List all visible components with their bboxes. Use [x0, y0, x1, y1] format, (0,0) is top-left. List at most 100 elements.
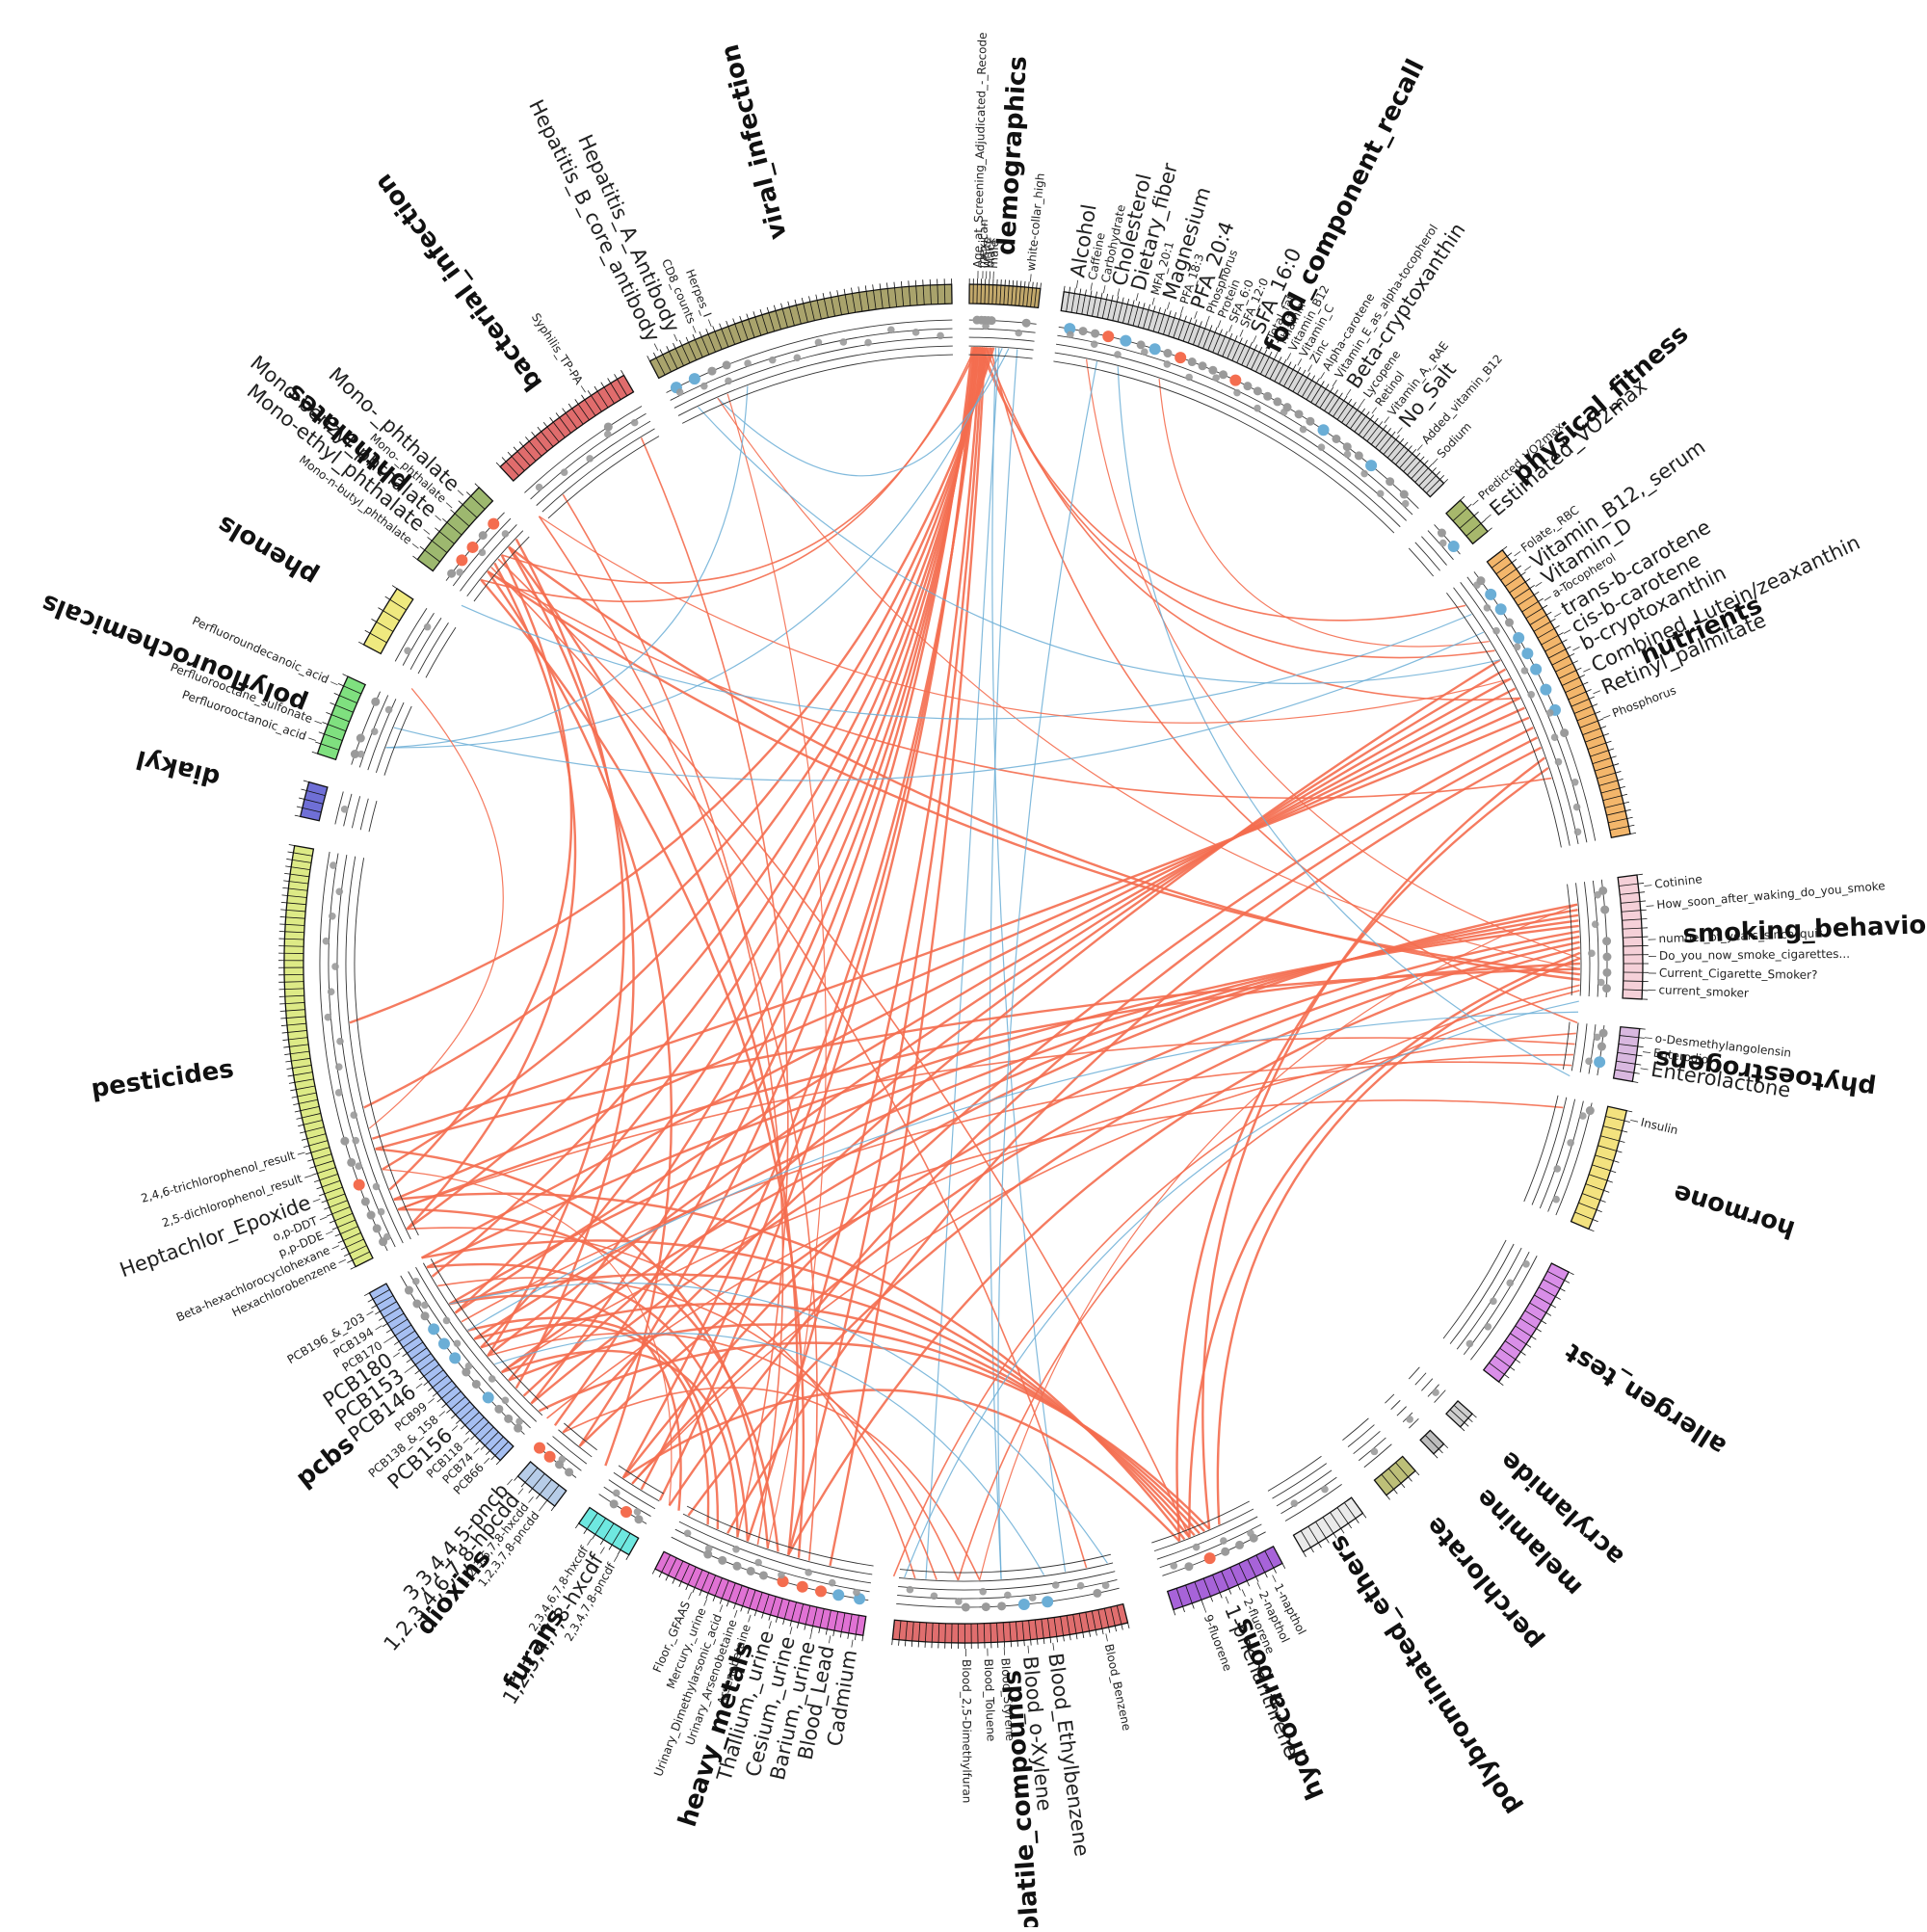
axis-tick: [450, 510, 454, 514]
axis-tick: [378, 608, 383, 611]
track-point: [1439, 540, 1447, 547]
track-point: [323, 938, 330, 945]
label-leader: [412, 543, 418, 548]
axis-tick: [334, 693, 340, 695]
axis-tick: [491, 1456, 495, 1460]
track-point: [1597, 979, 1605, 987]
axis-tick: [358, 642, 363, 645]
axis-tick: [459, 501, 462, 505]
axis-tick: [700, 1590, 701, 1596]
track-ring: [1563, 1022, 1570, 1070]
track-ring: [352, 796, 359, 828]
axis-tick: [720, 324, 722, 330]
variable-point: [504, 1415, 513, 1423]
association-link: [488, 571, 672, 1466]
axis-tick: [1432, 467, 1436, 471]
variable-point: [982, 1602, 990, 1611]
axis-tick: [776, 1617, 778, 1623]
track-ring: [1151, 1501, 1249, 1543]
label-leader: [852, 1640, 853, 1648]
axis-tick: [1326, 384, 1329, 389]
variable-point: [340, 1137, 349, 1146]
variable-point: [610, 1499, 619, 1508]
track-point: [1567, 1139, 1574, 1147]
axis-tick: [394, 1341, 399, 1344]
axis-tick: [760, 309, 762, 315]
label-leader: [1287, 353, 1291, 359]
axis-tick: [1220, 1593, 1222, 1599]
label-leader: [1572, 647, 1579, 650]
track-point: [676, 388, 684, 396]
axis-tick: [740, 316, 742, 322]
variable-point: [689, 373, 700, 384]
axis-tick: [1570, 653, 1574, 656]
track-point: [778, 1572, 785, 1579]
axis-tick: [1461, 496, 1465, 500]
track-point: [330, 861, 337, 869]
track-point: [559, 1456, 567, 1464]
track-point: [1114, 351, 1122, 358]
axis-tick: [1370, 415, 1374, 420]
axis-tick: [833, 1630, 834, 1636]
axis-tick: [372, 1306, 377, 1309]
track-point: [1185, 374, 1193, 382]
track-ring: [1391, 1400, 1401, 1409]
axis-tick: [1210, 325, 1212, 331]
axis-tick: [442, 518, 447, 522]
axis-tick: [1106, 294, 1107, 300]
label-leader: [1644, 886, 1651, 887]
label-leader: [484, 1458, 489, 1464]
track-point: [454, 1339, 462, 1347]
axis-tick: [1190, 318, 1192, 324]
axis-tick: [1127, 299, 1128, 304]
axis-tick: [304, 1146, 309, 1148]
variable-point: [412, 1299, 421, 1308]
axis-tick: [713, 1596, 715, 1601]
axis-tick: [886, 282, 887, 288]
variable-point: [1208, 366, 1217, 375]
label-leader: [1076, 280, 1077, 288]
variable-point: [1204, 1552, 1216, 1564]
axis-tick: [1517, 566, 1521, 569]
variable-point: [1513, 632, 1524, 644]
axis-tick: [1416, 453, 1420, 457]
axis-tick: [1634, 1072, 1640, 1073]
label-leader: [1167, 303, 1169, 310]
variable-point: [1332, 435, 1340, 443]
axis-tick: [1499, 1382, 1504, 1386]
track-point: [1254, 405, 1261, 412]
variable-point: [1243, 382, 1252, 390]
axis-tick: [1534, 592, 1539, 595]
label-leader: [1152, 298, 1154, 305]
axis-tick: [615, 374, 618, 379]
axis-tick: [347, 1260, 352, 1263]
track-point: [937, 332, 944, 340]
track-point: [1406, 1416, 1413, 1423]
label-leader: [463, 1438, 469, 1443]
label-leader: [1647, 906, 1654, 907]
axis-tick: [1542, 1321, 1546, 1324]
track-point: [335, 1063, 343, 1071]
axis-tick: [1304, 1552, 1307, 1557]
axis-tick: [327, 1214, 332, 1216]
axis-tick: [659, 1573, 662, 1577]
label-leader: [829, 1635, 831, 1643]
axis-tick: [1037, 282, 1038, 288]
label-leader: [810, 1631, 812, 1639]
variable-point: [1448, 541, 1460, 552]
label-leader: [1347, 389, 1351, 396]
axis-tick: [865, 285, 866, 291]
axis-tick: [1639, 892, 1645, 893]
track-ring: [384, 706, 411, 776]
axis-tick: [1089, 1631, 1090, 1637]
axis-tick: [315, 742, 321, 744]
axis-tick: [563, 409, 567, 413]
track-point: [1402, 500, 1410, 508]
axis-tick: [1112, 295, 1113, 301]
axis-tick: [844, 289, 845, 295]
axis-tick: [543, 1500, 547, 1505]
variable-point: [1093, 1589, 1101, 1598]
track-point: [1321, 1486, 1329, 1494]
track-point: [1029, 1594, 1037, 1601]
